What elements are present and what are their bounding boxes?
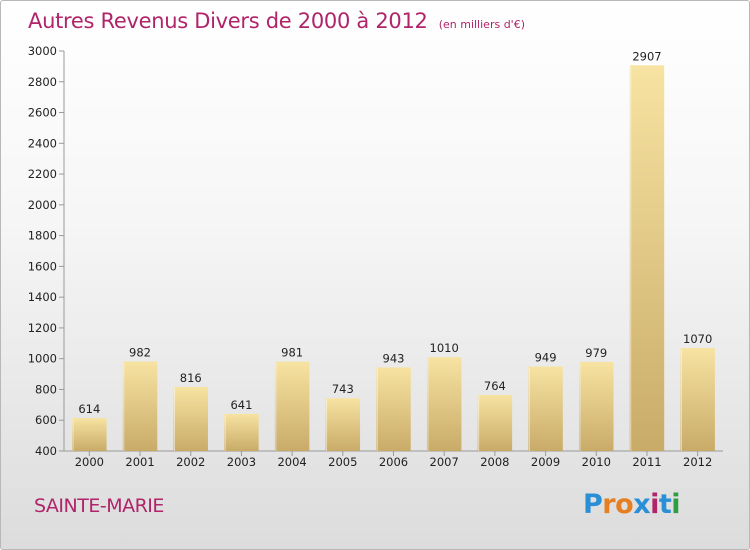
x-tick-label: 2008 [480, 455, 509, 469]
data-labels: 614 982 816 641 981 743 943 1010 764 949 979 2907 10… [78, 49, 712, 416]
data-label: 943 [383, 351, 405, 365]
x-tick-label: 2005 [328, 455, 357, 469]
bar [477, 395, 513, 451]
x-tick-label: 2009 [531, 455, 560, 469]
x-tick-label: 2010 [582, 455, 611, 469]
data-label: 949 [535, 351, 557, 365]
place-name: SAINTE-MARIE [34, 495, 164, 517]
x-tick-label: 2007 [430, 455, 459, 469]
title-row: Autres Revenus Divers de 2000 à 2012 (en… [28, 9, 525, 33]
data-label: 2907 [632, 49, 661, 63]
y-axis: 400 600 800 1000 1200 1400 1600 1800 2000 2200 240… [28, 44, 65, 458]
bar [376, 367, 411, 451]
chart-title: Autres Revenus Divers de 2000 à 2012 [28, 9, 428, 33]
x-tick-label: 2002 [176, 455, 205, 469]
bar [426, 357, 462, 451]
data-label: 979 [585, 346, 607, 360]
brand-letter: P [583, 489, 603, 520]
brand-letter: i [650, 489, 659, 520]
bar [173, 387, 208, 451]
y-tick-label: 1000 [28, 352, 57, 366]
bar [274, 361, 310, 451]
y-tick-label: 3000 [28, 44, 57, 58]
data-label: 743 [332, 382, 354, 396]
brand-logo[interactable]: Proxiti [583, 489, 681, 520]
data-label: 764 [484, 379, 506, 393]
data-label: 1070 [683, 332, 712, 346]
y-tick-label: 400 [35, 444, 57, 458]
bar [122, 361, 158, 451]
bar [528, 366, 563, 451]
brand-letter: x [633, 489, 651, 520]
x-tick-label: 2011 [632, 455, 661, 469]
data-label: 614 [78, 402, 100, 416]
bar [325, 398, 361, 451]
y-tick-label: 2400 [28, 136, 57, 150]
y-tick-label: 1800 [28, 229, 57, 243]
chart-subtitle: (en milliers d'€) [438, 18, 525, 31]
y-tick-label: 2000 [28, 198, 57, 212]
bar [629, 65, 665, 452]
bar [72, 418, 107, 451]
x-axis: 2000 2001 2002 2003 2004 2005 2006 2007 2008 2009… [64, 450, 723, 469]
x-tick-label: 2000 [75, 455, 104, 469]
y-tick-label: 1400 [28, 290, 57, 304]
data-label: 982 [129, 345, 151, 359]
y-tick-label: 2600 [28, 106, 57, 120]
data-label: 641 [230, 398, 252, 412]
brand-letter: o [615, 489, 634, 520]
bars [72, 65, 715, 452]
brand-letter: i [671, 489, 681, 520]
x-tick-label: 2001 [125, 455, 154, 469]
bar [224, 413, 259, 451]
bar [680, 347, 715, 451]
brand-letter: t [658, 489, 672, 520]
x-tick-label: 2003 [227, 455, 256, 469]
y-tick-label: 2200 [28, 167, 57, 181]
y-tick-label: 1600 [28, 259, 57, 273]
bar [579, 361, 614, 451]
y-tick-label: 600 [35, 413, 57, 427]
y-tick-label: 2800 [28, 75, 57, 89]
x-tick-label: 2012 [683, 455, 712, 469]
data-label: 981 [281, 346, 303, 360]
y-tick-label: 1200 [28, 321, 57, 335]
x-tick-label: 2006 [379, 455, 408, 469]
brand-letter: r [602, 489, 616, 520]
x-tick-label: 2004 [277, 455, 306, 469]
data-label: 816 [180, 371, 202, 385]
data-label: 1010 [430, 341, 459, 355]
y-tick-label: 800 [35, 382, 57, 396]
